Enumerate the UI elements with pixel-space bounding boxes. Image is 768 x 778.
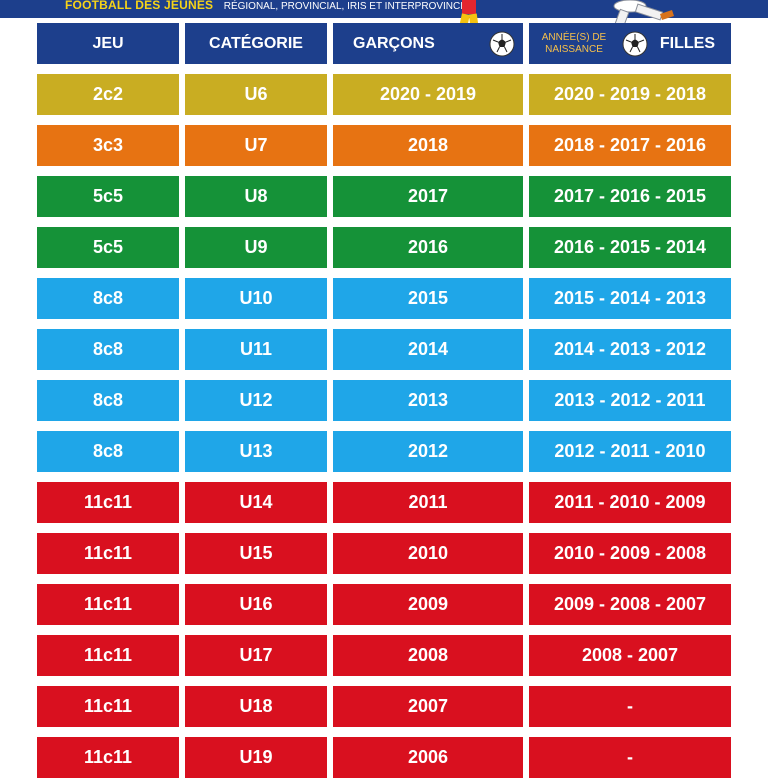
cell-categorie: U18 <box>185 686 327 727</box>
header-jeu: JEU <box>37 23 179 64</box>
cell-garcons: 2016 <box>333 227 523 268</box>
cell-filles: 2011 - 2010 - 2009 <box>529 482 731 523</box>
cell-jeu: 11c11 <box>37 737 179 778</box>
cell-jeu: 11c11 <box>37 635 179 676</box>
birth-label-line2: NAISSANCE <box>545 43 603 55</box>
cell-filles: 2014 - 2013 - 2012 <box>529 329 731 370</box>
cell-jeu: 8c8 <box>37 380 179 421</box>
cell-categorie: U17 <box>185 635 327 676</box>
table-row: 11c11 U18 2007 - <box>37 686 731 727</box>
cell-garcons: 2020 - 2019 <box>333 74 523 115</box>
cell-jeu: 8c8 <box>37 431 179 472</box>
cell-categorie: U13 <box>185 431 327 472</box>
cell-categorie: U15 <box>185 533 327 574</box>
cell-garcons: 2009 <box>333 584 523 625</box>
header-garcons-label: GARÇONS <box>353 34 435 52</box>
cell-filles: - <box>529 737 731 778</box>
table-row: 11c11 U14 2011 2011 - 2010 - 2009 <box>37 482 731 523</box>
age-category-table: JEU CATÉGORIE GARÇONS ANNÉE(S) DE NAISSA… <box>37 23 731 778</box>
table-row: 11c11 U16 2009 2009 - 2008 - 2007 <box>37 584 731 625</box>
cell-filles: 2018 - 2017 - 2016 <box>529 125 731 166</box>
cell-jeu: 11c11 <box>37 584 179 625</box>
soccer-ball-icon <box>489 31 515 56</box>
cell-garcons: 2018 <box>333 125 523 166</box>
cell-categorie: U12 <box>185 380 327 421</box>
table-row: 5c5 U8 2017 2017 - 2016 - 2015 <box>37 176 731 217</box>
header-filles: ANNÉE(S) DE NAISSANCE FILLES <box>529 23 731 64</box>
banner-title: FOOTBALL DES JEUNES <box>65 0 214 12</box>
cell-categorie: U6 <box>185 74 327 115</box>
cell-filles: 2009 - 2008 - 2007 <box>529 584 731 625</box>
cell-filles: 2017 - 2016 - 2015 <box>529 176 731 217</box>
table-row: 8c8 U11 2014 2014 - 2013 - 2012 <box>37 329 731 370</box>
cell-categorie: U9 <box>185 227 327 268</box>
cell-filles: 2020 - 2019 - 2018 <box>529 74 731 115</box>
table-row: 3c3 U7 2018 2018 - 2017 - 2016 <box>37 125 731 166</box>
cell-categorie: U14 <box>185 482 327 523</box>
table-row: 11c11 U15 2010 2010 - 2009 - 2008 <box>37 533 731 574</box>
cell-filles: 2016 - 2015 - 2014 <box>529 227 731 268</box>
table-row: 5c5 U9 2016 2016 - 2015 - 2014 <box>37 227 731 268</box>
cell-jeu: 3c3 <box>37 125 179 166</box>
table-row: 11c11 U17 2008 2008 - 2007 <box>37 635 731 676</box>
cell-garcons: 2008 <box>333 635 523 676</box>
cell-jeu: 11c11 <box>37 482 179 523</box>
cell-categorie: U19 <box>185 737 327 778</box>
cell-categorie: U16 <box>185 584 327 625</box>
cell-garcons: 2013 <box>333 380 523 421</box>
table-row: 11c11 U19 2006 - <box>37 737 731 778</box>
cell-filles: 2008 - 2007 <box>529 635 731 676</box>
table-header-row: JEU CATÉGORIE GARÇONS ANNÉE(S) DE NAISSA… <box>37 23 731 64</box>
table-row: 2c2 U6 2020 - 2019 2020 - 2019 - 2018 <box>37 74 731 115</box>
cell-garcons: 2012 <box>333 431 523 472</box>
cell-filles: 2013 - 2012 - 2011 <box>529 380 731 421</box>
header-garcons: GARÇONS <box>333 23 523 64</box>
cell-categorie: U8 <box>185 176 327 217</box>
cell-jeu: 11c11 <box>37 686 179 727</box>
cell-categorie: U11 <box>185 329 327 370</box>
cell-categorie: U10 <box>185 278 327 319</box>
cell-garcons: 2010 <box>333 533 523 574</box>
header-filles-label: FILLES <box>659 34 715 52</box>
cell-garcons: 2017 <box>333 176 523 217</box>
table-row: 8c8 U12 2013 2013 - 2012 - 2011 <box>37 380 731 421</box>
soccer-ball-icon <box>622 31 648 56</box>
cell-garcons: 2011 <box>333 482 523 523</box>
cell-jeu: 2c2 <box>37 74 179 115</box>
cell-filles: 2015 - 2014 - 2013 <box>529 278 731 319</box>
cell-garcons: 2006 <box>333 737 523 778</box>
top-banner: FOOTBALL DES JEUNES RÉGIONAL, PROVINCIAL… <box>0 0 768 18</box>
banner-subtitle: RÉGIONAL, PROVINCIAL, IRIS ET INTERPROVI… <box>223 1 476 12</box>
table-row: 8c8 U13 2012 2012 - 2011 - 2010 <box>37 431 731 472</box>
banner-text: FOOTBALL DES JEUNES RÉGIONAL, PROVINCIAL… <box>65 0 475 12</box>
cell-filles: 2012 - 2011 - 2010 <box>529 431 731 472</box>
birth-label-line1: ANNÉE(S) DE <box>541 31 607 43</box>
cell-filles: - <box>529 686 731 727</box>
header-categorie: CATÉGORIE <box>185 23 327 64</box>
cell-filles: 2010 - 2009 - 2008 <box>529 533 731 574</box>
cell-jeu: 5c5 <box>37 227 179 268</box>
cell-jeu: 11c11 <box>37 533 179 574</box>
cell-jeu: 8c8 <box>37 278 179 319</box>
cell-garcons: 2015 <box>333 278 523 319</box>
cell-categorie: U7 <box>185 125 327 166</box>
cell-jeu: 5c5 <box>37 176 179 217</box>
cell-garcons: 2007 <box>333 686 523 727</box>
table-row: 8c8 U10 2015 2015 - 2014 - 2013 <box>37 278 731 319</box>
birth-years-label: ANNÉE(S) DE NAISSANCE <box>537 32 611 56</box>
cell-jeu: 8c8 <box>37 329 179 370</box>
cell-garcons: 2014 <box>333 329 523 370</box>
